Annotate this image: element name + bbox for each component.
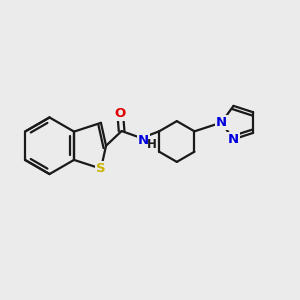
Text: N: N (228, 133, 239, 146)
Text: N: N (216, 116, 227, 129)
Text: H: H (147, 138, 157, 151)
Text: N: N (138, 134, 149, 147)
Text: S: S (96, 162, 106, 175)
Text: O: O (115, 107, 126, 120)
